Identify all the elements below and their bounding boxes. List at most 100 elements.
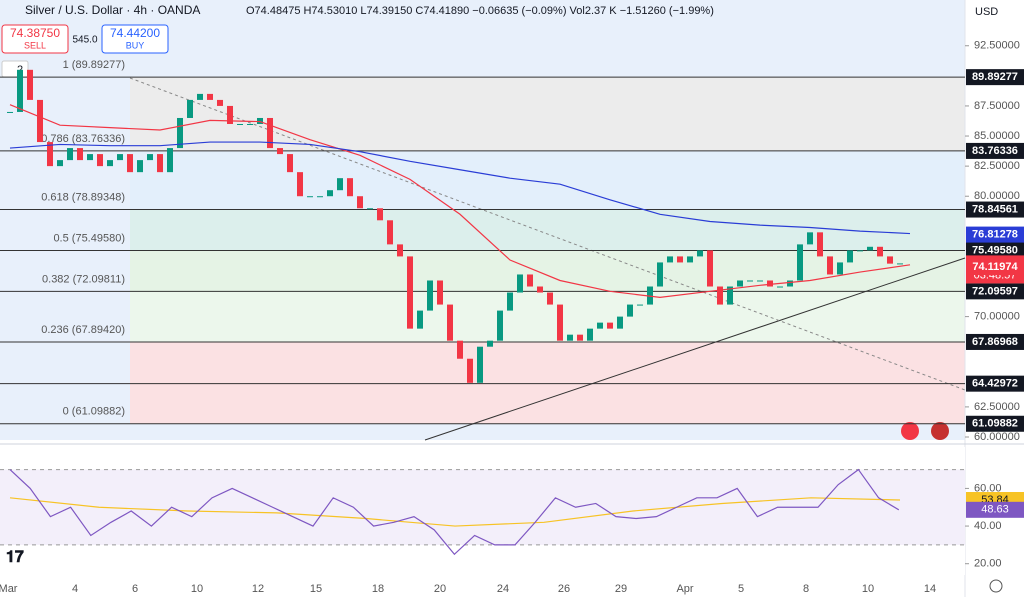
- symbol-title: Silver / U.S. Dollar · 4h · OANDA: [25, 3, 200, 17]
- layout-button[interactable]: [1, 60, 29, 78]
- candle: [447, 304, 453, 341]
- candle: [277, 148, 283, 155]
- candle: [57, 160, 63, 167]
- fib-label: 0.382 (72.09811): [42, 273, 125, 285]
- candle: [547, 292, 553, 305]
- candle: [877, 246, 883, 257]
- settings-icon[interactable]: [989, 579, 1003, 593]
- axis-badge: [966, 283, 1024, 300]
- candle: [457, 340, 463, 359]
- y-tick-label: 60.00000: [974, 431, 1020, 443]
- y-tick-label: 80.00000: [974, 190, 1020, 202]
- candle: [167, 148, 173, 173]
- y-tick-label: 87.50000: [974, 100, 1020, 112]
- axis-badge-label: 78.84561: [972, 203, 1018, 215]
- candle: [437, 280, 443, 305]
- candle: [687, 256, 693, 263]
- event-icon[interactable]: [901, 422, 919, 440]
- candle: [7, 111, 13, 113]
- candle: [77, 148, 83, 161]
- candle: [527, 274, 533, 287]
- x-tick-label: 10: [862, 583, 874, 595]
- candle: [897, 263, 903, 265]
- candle: [797, 244, 803, 281]
- candle: [427, 280, 433, 311]
- fib-label: 0.786 (83.76336): [41, 133, 125, 145]
- sell-label: SELL: [24, 40, 46, 50]
- candle: [367, 208, 373, 210]
- x-tick-label: 6: [132, 583, 138, 595]
- candle: [27, 69, 33, 100]
- x-tick-label: 8: [803, 583, 809, 595]
- candle: [287, 154, 293, 173]
- candle: [497, 310, 503, 341]
- candle: [347, 178, 353, 197]
- ma-line: [9, 104, 911, 298]
- fib-label: 0.5 (75.49580): [53, 232, 125, 244]
- axis-badge: [966, 142, 1024, 159]
- candle: [327, 190, 333, 197]
- fib-label: 0.618 (78.89348): [41, 191, 125, 203]
- candle: [417, 310, 423, 329]
- candle: [477, 346, 483, 383]
- fib-label: 0.236 (67.89420): [41, 324, 125, 336]
- candle: [187, 99, 193, 118]
- spread: 545.0: [72, 35, 97, 46]
- candle: [257, 117, 263, 124]
- candle: [337, 178, 343, 191]
- candle: [827, 256, 833, 275]
- rsi-tick-label: 40.00: [974, 520, 1002, 532]
- candle: [657, 262, 663, 287]
- candle: [157, 154, 163, 173]
- candle: [197, 93, 203, 100]
- price-badge: [966, 226, 1024, 243]
- buy-button[interactable]: [101, 24, 169, 54]
- candle: [537, 286, 543, 293]
- x-tick-label: 26: [558, 583, 570, 595]
- x-tick-label: 29: [615, 583, 627, 595]
- price-badge-label: 74.11974: [972, 261, 1018, 273]
- axis-badge: [966, 415, 1024, 432]
- fib-zone: [130, 209, 965, 251]
- candle: [127, 154, 133, 173]
- candle: [97, 154, 103, 167]
- rsi-badge-label: 48.63: [981, 504, 1009, 516]
- candle: [787, 280, 793, 287]
- candle: [697, 250, 703, 257]
- fib-zone: [130, 383, 965, 424]
- price-badge-label: 76.81278: [972, 228, 1018, 240]
- candle: [87, 154, 93, 161]
- candle: [247, 123, 253, 125]
- candle: [137, 160, 143, 173]
- sell-button[interactable]: [1, 24, 69, 54]
- axis-badge: [966, 242, 1024, 259]
- axis-badge: [966, 201, 1024, 218]
- currency: USD: [975, 6, 998, 18]
- candle: [17, 69, 23, 112]
- candle: [487, 340, 493, 347]
- axis-badge: [966, 375, 1024, 392]
- fib-label: 1 (89.89277): [63, 59, 125, 71]
- candle: [387, 220, 393, 245]
- candle: [37, 99, 43, 143]
- candle: [867, 246, 873, 251]
- rsi-tick-label: 60.00: [974, 482, 1002, 494]
- event-icon[interactable]: [931, 422, 949, 440]
- candle: [107, 160, 113, 167]
- candle: [717, 286, 723, 305]
- price-badge: [966, 259, 1024, 276]
- candle: [577, 334, 583, 341]
- fib-zone: [130, 77, 965, 151]
- x-tick-label: 15: [310, 583, 322, 595]
- x-tick-label: 5: [738, 583, 744, 595]
- candle: [847, 250, 853, 263]
- axis-badge-label: 83.76336: [972, 145, 1018, 157]
- axis-badge: [966, 333, 1024, 350]
- logo: 𝟏𝟕: [6, 549, 24, 566]
- rsi-signal: [9, 497, 901, 527]
- x-tick-label: Mar: [0, 583, 18, 595]
- dashed-trend-line: [129, 77, 966, 391]
- ma-line: [9, 141, 911, 235]
- candle: [597, 322, 603, 329]
